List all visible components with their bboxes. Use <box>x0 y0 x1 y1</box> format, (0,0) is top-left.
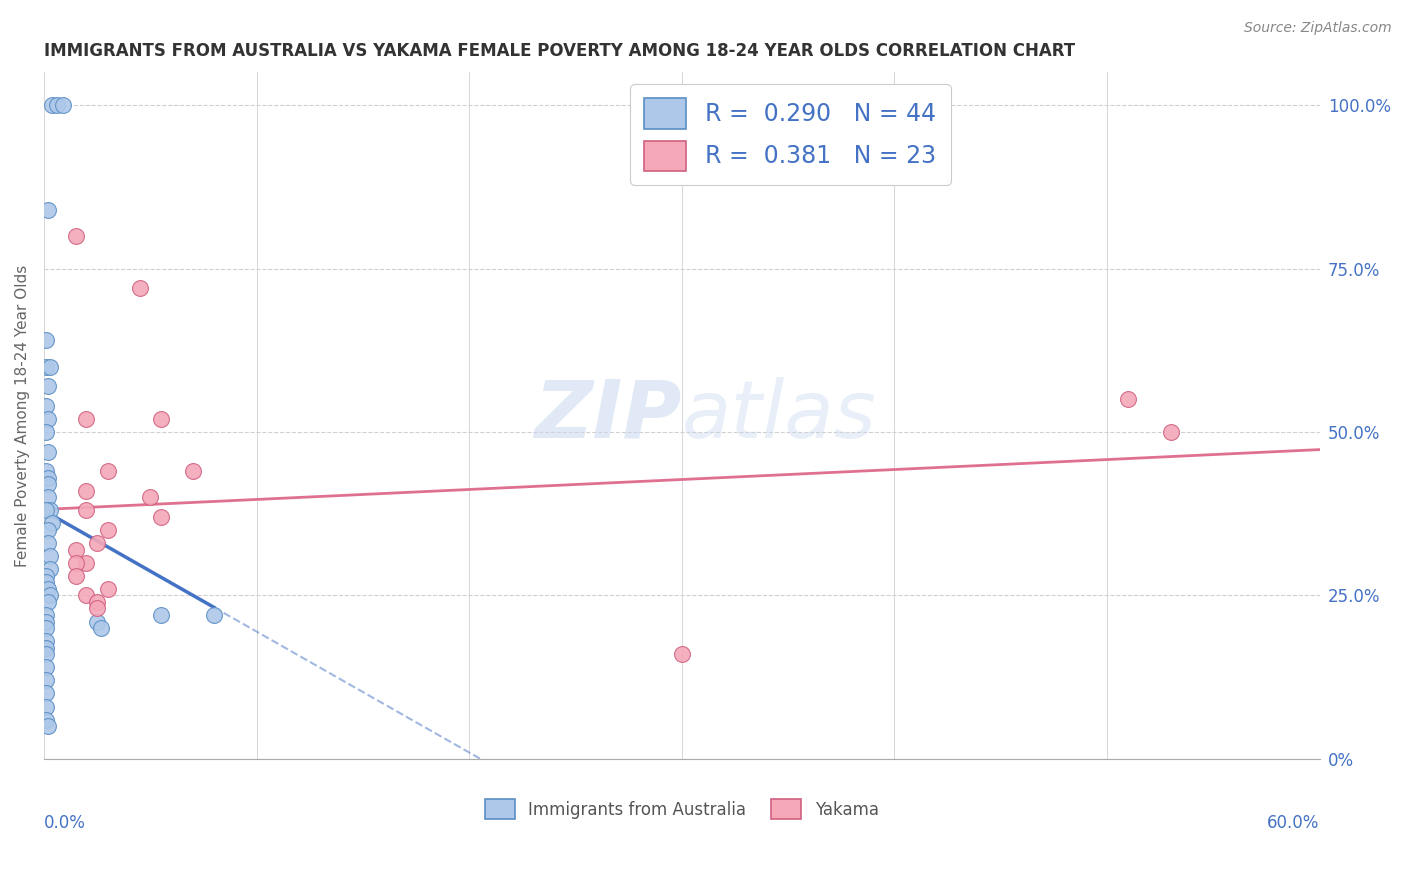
Text: 0.0%: 0.0% <box>44 814 86 832</box>
Point <box>75 503 97 517</box>
Point <box>86 595 108 609</box>
Point <box>65 228 87 243</box>
Point <box>75 483 97 498</box>
Point <box>45 98 67 112</box>
Point <box>39 562 62 576</box>
Point <box>65 542 87 557</box>
Point <box>181 464 204 478</box>
Point <box>39 359 62 374</box>
Point <box>35 699 58 714</box>
Point <box>37 477 59 491</box>
Point <box>149 607 172 622</box>
Point <box>65 568 87 582</box>
Point <box>35 713 58 727</box>
Point <box>35 425 58 439</box>
Point <box>52 98 75 112</box>
Point <box>37 595 59 609</box>
Point <box>97 464 120 478</box>
Point <box>75 588 97 602</box>
Point <box>86 536 108 550</box>
Text: ZIP: ZIP <box>534 376 682 455</box>
Point <box>35 575 58 590</box>
Point <box>37 719 59 733</box>
Legend: Immigrants from Australia, Yakama: Immigrants from Australia, Yakama <box>478 792 886 826</box>
Point <box>39 503 62 517</box>
Point <box>86 601 108 615</box>
Point <box>35 503 58 517</box>
Point <box>41 516 63 531</box>
Point <box>35 568 58 582</box>
Point <box>35 334 58 348</box>
Point <box>35 399 58 413</box>
Point <box>35 464 58 478</box>
Point <box>65 556 87 570</box>
Point <box>35 359 58 374</box>
Point <box>35 686 58 700</box>
Point <box>97 523 120 537</box>
Point <box>149 412 172 426</box>
Point <box>1160 425 1182 439</box>
Point <box>37 412 59 426</box>
Y-axis label: Female Poverty Among 18-24 Year Olds: Female Poverty Among 18-24 Year Olds <box>15 265 30 566</box>
Point <box>37 523 59 537</box>
Point <box>1116 392 1139 407</box>
Point <box>75 412 97 426</box>
Point <box>128 281 150 295</box>
Point <box>35 607 58 622</box>
Point <box>139 491 162 505</box>
Point <box>41 98 63 112</box>
Point <box>37 536 59 550</box>
Point <box>86 615 108 629</box>
Point <box>35 647 58 661</box>
Point <box>37 491 59 505</box>
Point <box>37 471 59 485</box>
Text: Source: ZipAtlas.com: Source: ZipAtlas.com <box>1244 21 1392 35</box>
Point <box>35 621 58 635</box>
Point <box>35 634 58 648</box>
Point <box>202 607 225 622</box>
Point <box>671 647 693 661</box>
Point <box>90 621 112 635</box>
Point <box>149 510 172 524</box>
Point <box>35 673 58 688</box>
Point <box>35 615 58 629</box>
Text: IMMIGRANTS FROM AUSTRALIA VS YAKAMA FEMALE POVERTY AMONG 18-24 YEAR OLDS CORRELA: IMMIGRANTS FROM AUSTRALIA VS YAKAMA FEMA… <box>44 42 1076 60</box>
Point <box>37 202 59 217</box>
Point <box>35 640 58 655</box>
Text: atlas: atlas <box>682 376 876 455</box>
Point <box>37 444 59 458</box>
Point <box>75 556 97 570</box>
Text: 60.0%: 60.0% <box>1267 814 1320 832</box>
Point <box>97 582 120 596</box>
Point <box>39 588 62 602</box>
Point <box>35 660 58 674</box>
Point <box>39 549 62 563</box>
Point <box>37 582 59 596</box>
Point <box>37 379 59 393</box>
